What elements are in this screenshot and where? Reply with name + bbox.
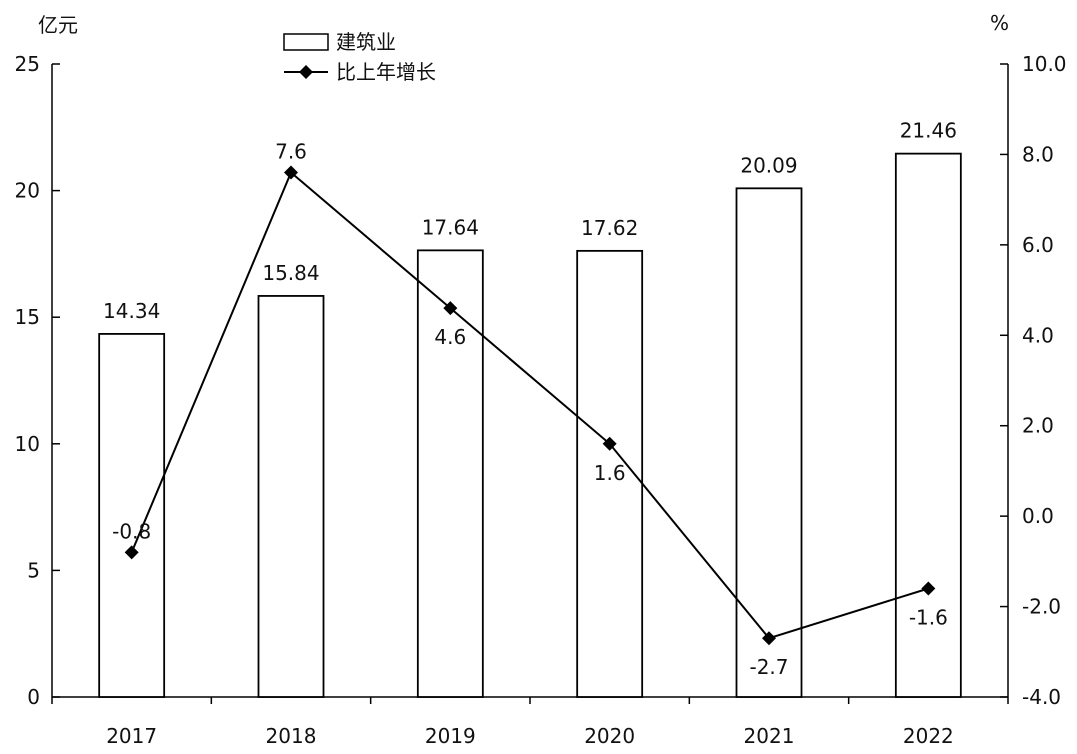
bar	[576, 249, 644, 698]
legend-line-marker	[299, 65, 313, 79]
bar	[416, 249, 484, 698]
left-tick-label: 0	[27, 685, 40, 709]
x-axis-ticks: 2017 2018 2019 2020 2021 2022	[51, 697, 1009, 748]
right-tick-label: 4.0	[1022, 323, 1054, 347]
legend-bar-swatch	[283, 33, 329, 51]
left-tick-label: 10	[15, 432, 40, 456]
line-value-label: -0.8	[112, 519, 151, 543]
x-tick-label: 2022	[903, 724, 954, 748]
line-point-marker	[124, 545, 139, 560]
bar-value-label: 14.34	[103, 299, 160, 323]
right-tick-label: 0.0	[1022, 504, 1054, 528]
left-tick-label: 15	[15, 305, 40, 329]
line-value-label: 4.6	[434, 325, 466, 349]
right-axis-unit: %	[990, 11, 1009, 35]
left-axis-ticks: 0 5 10 15 20 25	[15, 52, 60, 709]
line-value-label: -1.6	[909, 605, 948, 629]
bar-value-label: 17.62	[581, 216, 638, 240]
left-axis-unit: 亿元	[38, 13, 78, 37]
line-point-marker	[443, 301, 458, 316]
x-tick-label: 2020	[584, 724, 635, 748]
line-value-label: -2.7	[749, 655, 788, 679]
line-point-marker	[602, 436, 617, 451]
legend-bar-label: 建筑业	[336, 30, 396, 54]
right-axis-ticks: -4.0 -2.0 0.0 2.0 4.0 6.0 8.0 10.0	[1000, 52, 1067, 709]
right-tick-label: 2.0	[1022, 414, 1054, 438]
bar	[257, 295, 325, 698]
bar-value-label: 15.84	[262, 261, 319, 285]
bar	[98, 333, 166, 698]
left-tick-label: 25	[15, 52, 40, 76]
line-value-label: 7.6	[275, 140, 307, 164]
legend-line-label: 比上年增长	[336, 60, 436, 84]
line-point-marker	[921, 581, 936, 596]
bar-value-label: 20.09	[740, 153, 797, 177]
x-tick-label: 2021	[744, 724, 795, 748]
bar	[735, 187, 803, 698]
right-tick-label: 8.0	[1022, 142, 1054, 166]
left-tick-label: 20	[15, 179, 40, 203]
line-series: -0.8 7.6 4.6 1.6 -2.7 -1.6	[112, 140, 948, 680]
x-tick-label: 2018	[266, 724, 317, 748]
x-tick-label: 2019	[425, 724, 476, 748]
legend: 建筑业 比上年增长	[283, 30, 436, 84]
bar-series: 14.34 15.84 17.64 17.62 20.09 21.46	[98, 119, 962, 698]
x-tick-label: 2017	[106, 724, 157, 748]
bar-value-label: 17.64	[422, 215, 479, 239]
line-value-label: 1.6	[594, 461, 626, 485]
right-tick-label: 10.0	[1022, 52, 1067, 76]
line-point-marker	[762, 631, 776, 646]
right-tick-label: -4.0	[1022, 685, 1061, 709]
right-tick-label: 6.0	[1022, 233, 1054, 257]
growth-line	[130, 170, 929, 640]
line-point-marker	[284, 165, 298, 180]
bar	[894, 152, 962, 698]
bar-value-label: 21.46	[900, 119, 957, 143]
right-tick-label: -2.0	[1022, 595, 1061, 619]
left-tick-label: 5	[27, 558, 40, 582]
